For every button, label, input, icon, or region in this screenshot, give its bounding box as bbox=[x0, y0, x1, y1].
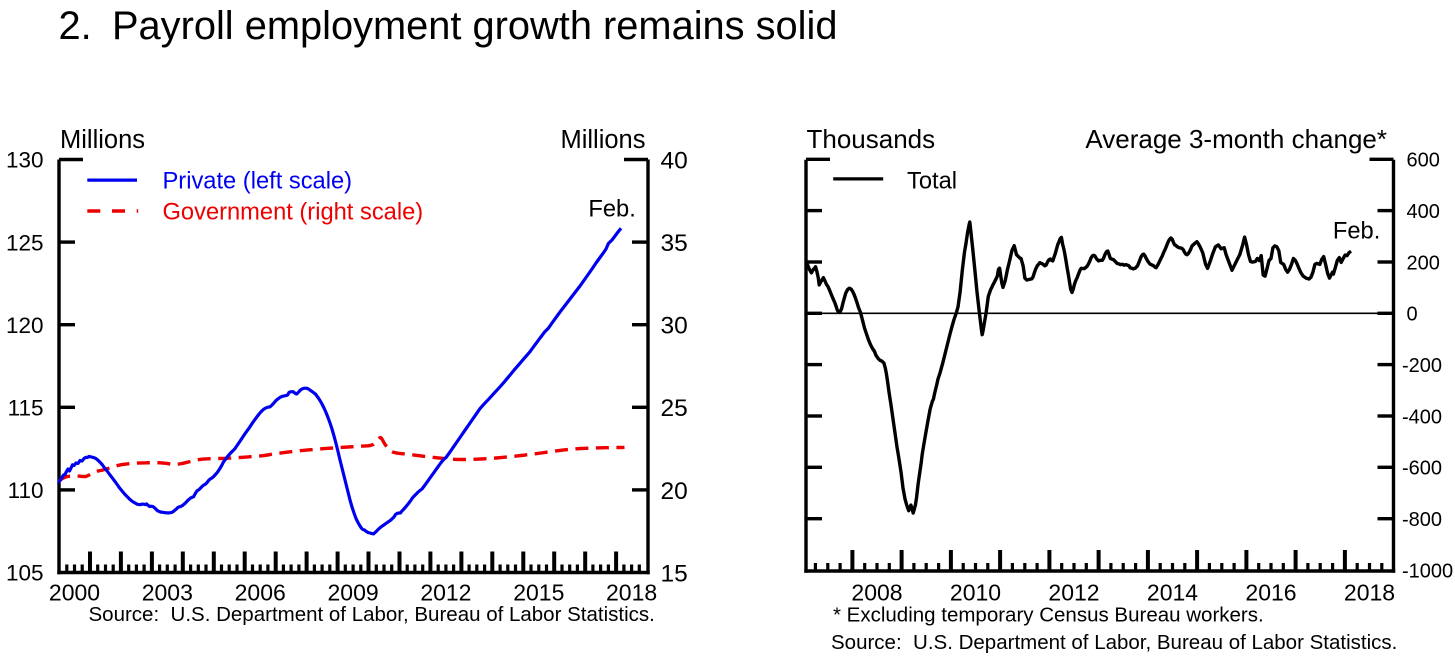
svg-text:40: 40 bbox=[661, 147, 688, 174]
svg-text:2010: 2010 bbox=[950, 580, 1001, 606]
svg-text:125: 125 bbox=[6, 230, 44, 255]
svg-text:2003: 2003 bbox=[142, 580, 193, 606]
svg-text:-400: -400 bbox=[1402, 406, 1442, 428]
svg-text:Average 3-month change*: Average 3-month change* bbox=[1085, 124, 1387, 154]
svg-text:2006: 2006 bbox=[235, 580, 286, 606]
svg-text:105: 105 bbox=[6, 561, 44, 586]
svg-text:-200: -200 bbox=[1402, 355, 1442, 377]
svg-text:Feb.: Feb. bbox=[1333, 218, 1380, 244]
svg-text:600: 600 bbox=[1407, 150, 1440, 172]
svg-text:Source: U.S. Department of La: Source: U.S. Department of Labor, Bureau… bbox=[89, 603, 655, 626]
svg-text:2012: 2012 bbox=[1048, 580, 1099, 606]
svg-text:-600: -600 bbox=[1402, 458, 1442, 480]
svg-text:Millions: Millions bbox=[560, 126, 645, 154]
svg-text:2016: 2016 bbox=[1245, 580, 1296, 606]
svg-text:* Excluding temporary Census B: * Excluding temporary Census Bureau work… bbox=[833, 603, 1264, 626]
svg-text:Source: U.S. Department of La: Source: U.S. Department of Labor, Bureau… bbox=[831, 631, 1397, 654]
svg-text:2018: 2018 bbox=[606, 580, 657, 606]
svg-text:Government (right scale): Government (right scale) bbox=[163, 200, 424, 226]
svg-text:Thousands: Thousands bbox=[807, 124, 936, 154]
svg-text:Payroll employment growth rema: Payroll employment growth remains solid bbox=[112, 4, 837, 48]
svg-text:-1000: -1000 bbox=[1402, 560, 1453, 582]
svg-text:2000: 2000 bbox=[49, 580, 100, 606]
svg-text:Feb.: Feb. bbox=[588, 197, 635, 223]
svg-text:2012: 2012 bbox=[420, 580, 471, 606]
svg-text:Private (left scale): Private (left scale) bbox=[163, 169, 353, 195]
svg-text:35: 35 bbox=[661, 230, 688, 257]
svg-text:-800: -800 bbox=[1402, 509, 1442, 531]
svg-text:Millions: Millions bbox=[60, 126, 145, 154]
svg-text:2015: 2015 bbox=[513, 580, 564, 606]
svg-text:20: 20 bbox=[661, 478, 688, 505]
svg-text:2008: 2008 bbox=[851, 580, 902, 606]
svg-text:200: 200 bbox=[1407, 252, 1440, 274]
svg-text:30: 30 bbox=[661, 313, 688, 340]
svg-text:15: 15 bbox=[661, 560, 688, 587]
svg-text:120: 120 bbox=[6, 313, 44, 338]
svg-text:25: 25 bbox=[661, 395, 688, 422]
svg-text:2.: 2. bbox=[59, 4, 92, 48]
svg-text:2009: 2009 bbox=[328, 580, 379, 606]
svg-text:130: 130 bbox=[6, 148, 44, 173]
svg-text:2018: 2018 bbox=[1344, 580, 1395, 606]
svg-text:2014: 2014 bbox=[1147, 580, 1198, 606]
svg-text:Total: Total bbox=[907, 169, 957, 195]
svg-text:0: 0 bbox=[1407, 304, 1418, 326]
svg-text:400: 400 bbox=[1407, 201, 1440, 223]
svg-text:110: 110 bbox=[8, 478, 44, 503]
svg-text:115: 115 bbox=[8, 396, 44, 421]
